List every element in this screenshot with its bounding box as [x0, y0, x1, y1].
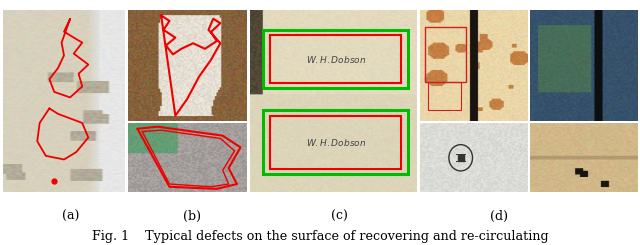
- Text: Fig. 1    Typical defects on the surface of recovering and re-circulating: Fig. 1 Typical defects on the surface of…: [92, 230, 548, 243]
- Bar: [263, 30, 408, 88]
- Text: $\mathit{W. H. Dobson}$: $\mathit{W. H. Dobson}$: [306, 137, 366, 148]
- Text: (d): (d): [490, 210, 508, 223]
- Text: (c): (c): [331, 210, 348, 223]
- Bar: [425, 26, 466, 82]
- Bar: [269, 35, 401, 83]
- Bar: [263, 110, 408, 174]
- Text: $\mathit{W. H. Dobson}$: $\mathit{W. H. Dobson}$: [306, 54, 366, 65]
- Text: (a): (a): [61, 210, 79, 223]
- Bar: [269, 116, 401, 169]
- Text: (b): (b): [183, 210, 201, 223]
- Bar: [428, 82, 461, 110]
